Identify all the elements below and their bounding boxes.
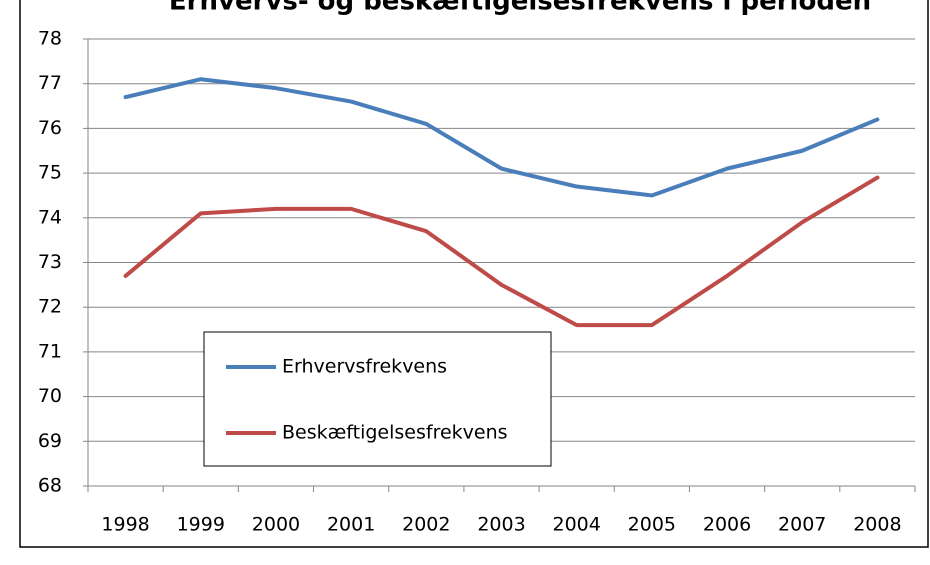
x-tick-label: 1998 <box>101 514 149 536</box>
x-tick-label: 2004 <box>553 514 601 536</box>
legend-label: Beskæftigelsesfrekvens <box>282 422 508 444</box>
legend-label: Erhvervsfrekvens <box>282 356 447 378</box>
y-tick-label: 78 <box>38 28 62 50</box>
legend-box <box>203 331 552 467</box>
series-line <box>123 77 880 198</box>
x-tick-label: 2008 <box>853 514 901 536</box>
x-tick-label: 1999 <box>177 514 225 536</box>
x-tick-label: 2002 <box>402 514 450 536</box>
y-tick-label: 75 <box>38 162 62 184</box>
y-tick-label: 70 <box>38 385 62 407</box>
x-tick-label: 2006 <box>703 514 751 536</box>
y-tick-label: 68 <box>38 475 62 497</box>
y-tick-label: 74 <box>38 206 62 228</box>
x-tick-label: 2001 <box>327 514 375 536</box>
y-tick-label: 77 <box>38 72 62 94</box>
x-tick-label: 2007 <box>778 514 826 536</box>
x-tick-label: 2000 <box>252 514 300 536</box>
x-tick-label: 2005 <box>628 514 676 536</box>
chart-title: Erhvervs- og beskæftigelsesfrekvens i pe… <box>169 0 871 17</box>
y-tick-label: 73 <box>38 251 62 273</box>
series-line <box>123 175 880 328</box>
y-tick-label: 72 <box>38 296 62 318</box>
y-tick-label: 71 <box>38 340 62 362</box>
y-tick-label: 76 <box>38 117 62 139</box>
chart-border <box>19 0 929 548</box>
y-tick-label: 69 <box>38 430 62 452</box>
x-tick-label: 2003 <box>477 514 525 536</box>
